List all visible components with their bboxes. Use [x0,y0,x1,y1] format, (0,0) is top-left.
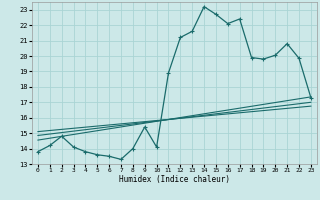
X-axis label: Humidex (Indice chaleur): Humidex (Indice chaleur) [119,175,230,184]
